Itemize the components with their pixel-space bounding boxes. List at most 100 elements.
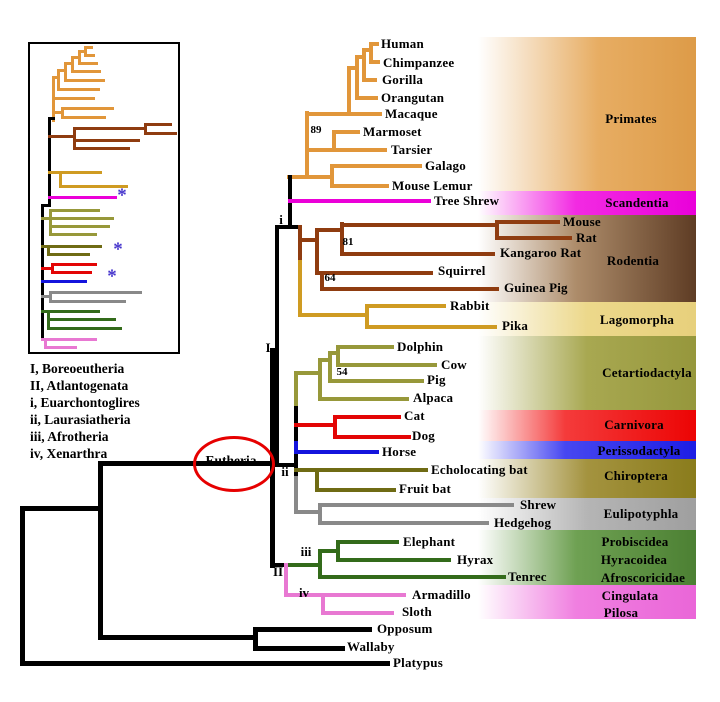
branch-segment: [275, 225, 279, 467]
branch-segment: [19, 505, 25, 666]
clade-band-label-lagomorpha: Lagomorpha: [599, 312, 675, 327]
branch-segment: [97, 634, 258, 640]
species-label-wallaby: Wallaby: [347, 639, 395, 654]
species-label-shrew: Shrew: [520, 497, 557, 512]
branch-segment: [56, 68, 60, 91]
species-label-marmoset: Marmoset: [363, 124, 422, 139]
branch-segment: [318, 358, 322, 401]
branch-segment: [51, 110, 64, 114]
branch-segment: [298, 260, 302, 317]
branch-segment: [47, 116, 55, 120]
branch-segment: [355, 55, 359, 100]
branch-segment: [294, 371, 298, 410]
branch-segment: [46, 244, 50, 256]
branch-segment: [40, 294, 52, 298]
branch-segment: [40, 203, 44, 341]
species-label-hedgehog: Hedgehog: [494, 515, 552, 530]
branch-segment: [298, 225, 302, 264]
branch-segment: [40, 309, 50, 313]
species-label-alpaca: Alpaca: [413, 390, 454, 405]
legend-item-ii-atlantogenata: II, Atlantogenata: [30, 378, 129, 393]
branch-segment: [284, 593, 406, 597]
branch-segment: [330, 184, 389, 188]
branch-segment: [48, 290, 52, 303]
branch-segment: [318, 397, 409, 401]
branch-segment: [83, 45, 93, 49]
branch-segment: [83, 53, 95, 57]
species-label-tarsier: Tarsier: [391, 142, 433, 157]
branch-segment: [318, 358, 332, 362]
branch-segment: [318, 503, 322, 525]
branch-segment: [143, 131, 177, 135]
asterisk-marker: *: [117, 185, 127, 206]
species-label-elephant: Elephant: [403, 534, 456, 549]
branch-segment: [284, 563, 322, 567]
species-label-armadillo: Armadillo: [412, 587, 471, 602]
branch-segment: [40, 244, 50, 248]
clade-band-carnivora: [478, 410, 696, 441]
branch-segment: [270, 563, 288, 567]
branch-segment: [43, 345, 77, 349]
branch-segment: [294, 468, 428, 472]
branch-segment: [333, 415, 401, 419]
clade-band-cetartiodactyla: [478, 336, 696, 410]
branch-segment: [63, 78, 105, 82]
branch-segment: [46, 244, 102, 248]
branch-segment: [58, 170, 102, 174]
clade-band-label-primates: Primates: [605, 111, 657, 126]
species-label-platypus: Platypus: [393, 655, 444, 670]
branch-segment: [97, 460, 275, 466]
support-value-81: 81: [342, 236, 354, 248]
branch-segment: [336, 345, 340, 367]
branch-segment: [332, 130, 336, 152]
eutheria-label: Eutheria: [205, 453, 257, 468]
branch-segment: [43, 337, 47, 349]
branch-segment: [288, 199, 431, 203]
species-label-chimpanzee: Chimpanzee: [383, 55, 455, 70]
branch-segment: [56, 68, 67, 72]
species-label-pika: Pika: [502, 318, 529, 333]
species-label-cat: Cat: [404, 408, 425, 423]
species-label-dog: Dog: [412, 428, 435, 443]
branch-segment: [252, 626, 258, 651]
clade-marker-iii: iii: [300, 544, 312, 559]
species-label-echolocating-bat: Echolocating bat: [431, 462, 528, 477]
branch-segment: [369, 42, 379, 46]
branch-segment: [287, 175, 334, 179]
species-label-sloth: Sloth: [402, 604, 432, 619]
branch-segment: [315, 228, 344, 232]
branch-segment: [294, 371, 322, 375]
species-label-dolphin: Dolphin: [397, 339, 444, 354]
clade-marker-iv: iv: [298, 585, 310, 600]
branch-segment: [369, 42, 373, 64]
clade-band-label-afroscoricidae: Afroscoricidae: [600, 570, 686, 585]
branch-segment: [362, 78, 377, 82]
species-label-kangaroo-rat: Kangaroo Rat: [500, 245, 582, 260]
branch-segment: [347, 66, 359, 70]
branch-segment: [46, 252, 90, 256]
branch-segment: [48, 224, 110, 228]
branch-segment: [58, 184, 128, 188]
clade-marker-I: I: [265, 340, 271, 355]
branch-segment: [143, 122, 147, 135]
branch-segment: [48, 208, 52, 236]
branch-segment: [275, 225, 302, 229]
branch-segment: [365, 304, 369, 329]
clade-band-afrotheria-orders: [478, 530, 696, 585]
branch-segment: [63, 61, 67, 82]
branch-segment: [284, 563, 288, 597]
branch-segment: [320, 287, 499, 291]
branch-segment: [19, 505, 103, 511]
branch-segment: [294, 476, 298, 514]
species-label-opposum: Opposum: [377, 621, 433, 636]
clade-band-label-rodentia: Rodentia: [606, 253, 660, 268]
branch-segment: [320, 271, 324, 291]
branch-segment: [19, 660, 390, 666]
branch-segment: [336, 345, 394, 349]
species-label-rabbit: Rabbit: [450, 298, 490, 313]
species-label-galago: Galago: [425, 158, 466, 173]
branch-segment: [40, 279, 87, 283]
branch-segment: [72, 138, 140, 142]
clade-band-perissodactyla: [478, 441, 696, 459]
branch-segment: [77, 49, 87, 53]
